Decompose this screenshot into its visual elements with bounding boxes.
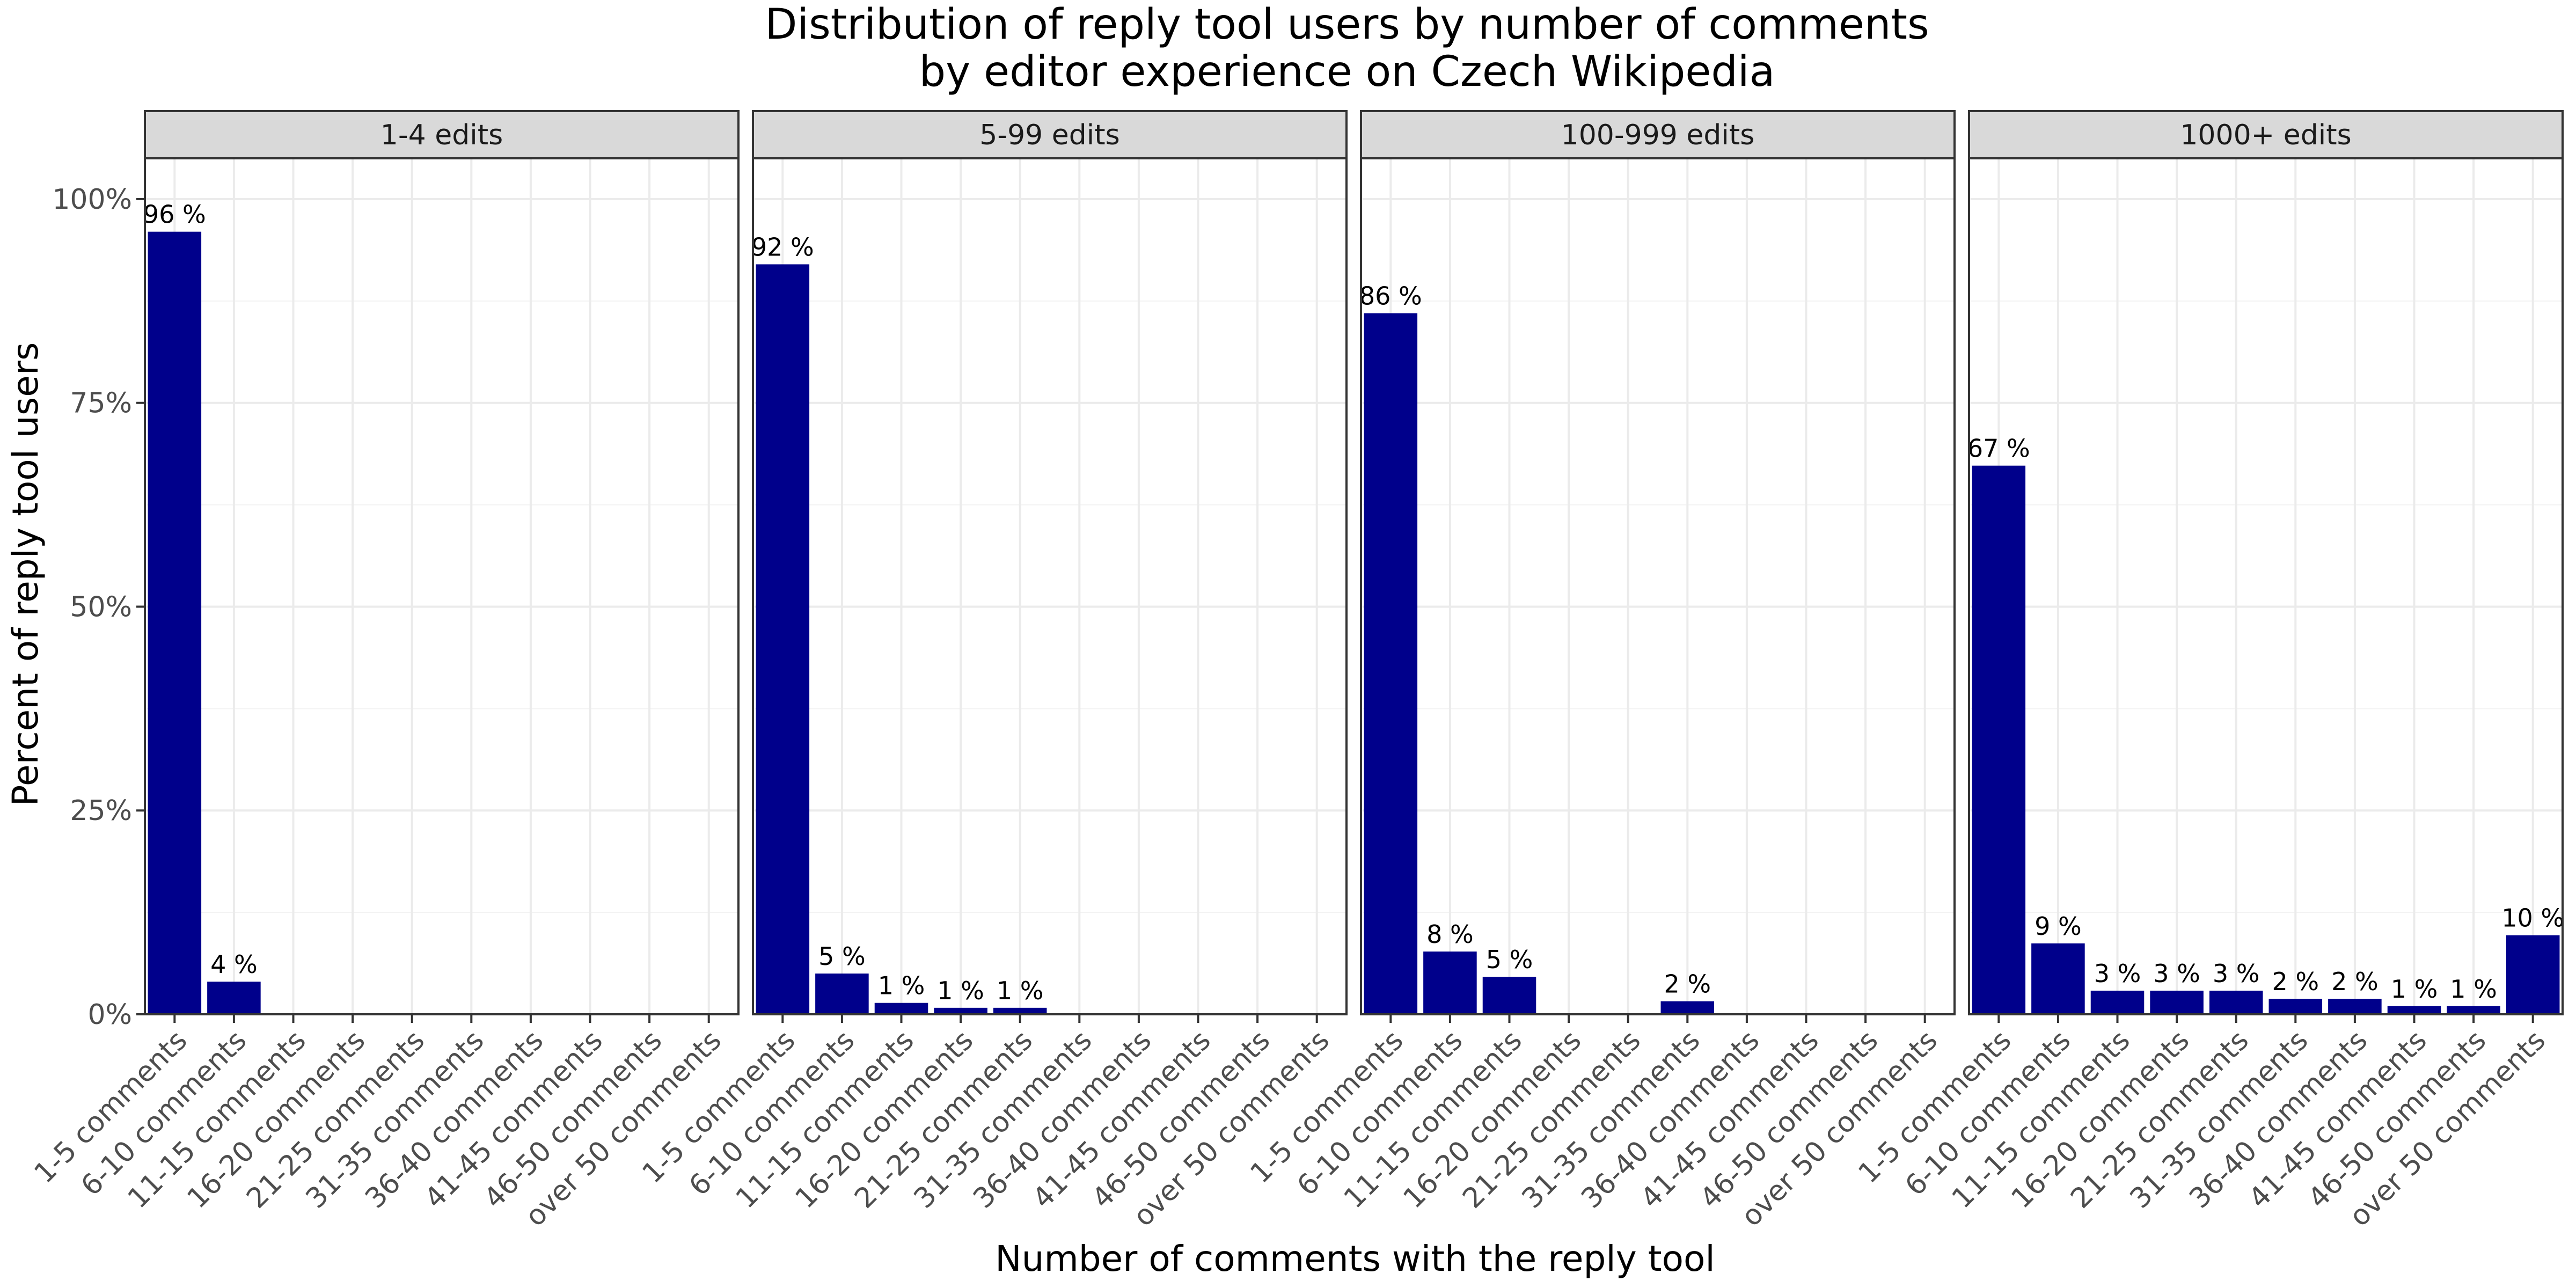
data-label: 4 % <box>210 950 258 979</box>
data-label: 1 % <box>2450 975 2497 1004</box>
data-label: 5 % <box>1486 945 1533 974</box>
y-tick-label: 25% <box>70 795 132 827</box>
bar <box>2447 1006 2500 1014</box>
y-axis: 0% 25% 50% 75% 100% <box>52 184 145 1031</box>
bar <box>756 264 810 1014</box>
chart-subtitle: by editor experience on Czech Wikipedia <box>919 48 1775 96</box>
data-label: 2 % <box>2272 967 2319 996</box>
bar <box>2387 1006 2441 1014</box>
bar <box>993 1007 1047 1014</box>
x-axis-label: Number of comments with the reply tool <box>995 1238 1715 1279</box>
y-tick-label: 75% <box>70 387 132 420</box>
bar <box>2150 990 2204 1014</box>
bar <box>2506 935 2560 1014</box>
facet-panel: 67 % 9 % 3 % 3 % 3 % 2 % 2 % 1 % 1 % 10 % 1000+ ed… <box>1852 110 2564 1233</box>
y-tick-label: 0% <box>88 999 133 1031</box>
facet-strip-label: 100-999 edits <box>1561 119 1755 151</box>
data-label: 5 % <box>818 942 866 971</box>
data-label: 1 % <box>878 971 925 1000</box>
bar <box>1482 977 1536 1014</box>
bar <box>2268 999 2323 1014</box>
bar <box>815 974 869 1014</box>
bar <box>1660 1001 1715 1014</box>
facet-strip <box>1360 110 1956 159</box>
data-label: 96 % <box>143 200 206 229</box>
bar <box>1364 313 1418 1014</box>
data-label: 8 % <box>1426 920 1474 949</box>
bar <box>2031 943 2085 1014</box>
facet-strip <box>1968 110 2564 159</box>
bar <box>207 982 261 1014</box>
data-label: 10 % <box>2501 904 2564 933</box>
data-label: 2 % <box>2331 967 2379 996</box>
facet-strip <box>752 110 1348 159</box>
data-label: 1 % <box>2391 975 2438 1004</box>
chart-title: Distribution of reply tool users by numb… <box>765 1 1929 49</box>
gridlines <box>1969 158 2563 1015</box>
bar <box>2090 990 2145 1014</box>
facet-strip-label: 5-99 edits <box>979 119 1119 151</box>
bar <box>2328 999 2382 1014</box>
data-label: 86 % <box>1359 282 1422 311</box>
facet-strip <box>144 110 740 159</box>
gridlines <box>753 158 1346 1015</box>
bar <box>148 231 202 1014</box>
data-label: 92 % <box>751 232 814 261</box>
data-label: 9 % <box>2035 912 2082 941</box>
data-label: 2 % <box>1664 970 1711 999</box>
data-label: 3 % <box>2094 959 2141 988</box>
bar <box>874 1002 928 1014</box>
data-label: 3 % <box>2213 959 2260 988</box>
bar <box>2209 990 2263 1014</box>
data-label: 67 % <box>1967 434 2030 463</box>
bar <box>934 1007 987 1014</box>
bar <box>1423 952 1477 1014</box>
facet-strip-label: 1-4 edits <box>380 119 503 151</box>
y-tick-label: 50% <box>70 591 132 623</box>
facet-strip-label: 1000+ edits <box>2180 119 2351 151</box>
y-axis-label: Percent of reply tool users <box>5 342 46 807</box>
data-label: 1 % <box>997 976 1044 1005</box>
data-label: 3 % <box>2153 959 2200 988</box>
bar <box>1972 465 2026 1014</box>
y-tick-label: 100% <box>52 184 132 216</box>
data-label: 1 % <box>937 976 984 1005</box>
